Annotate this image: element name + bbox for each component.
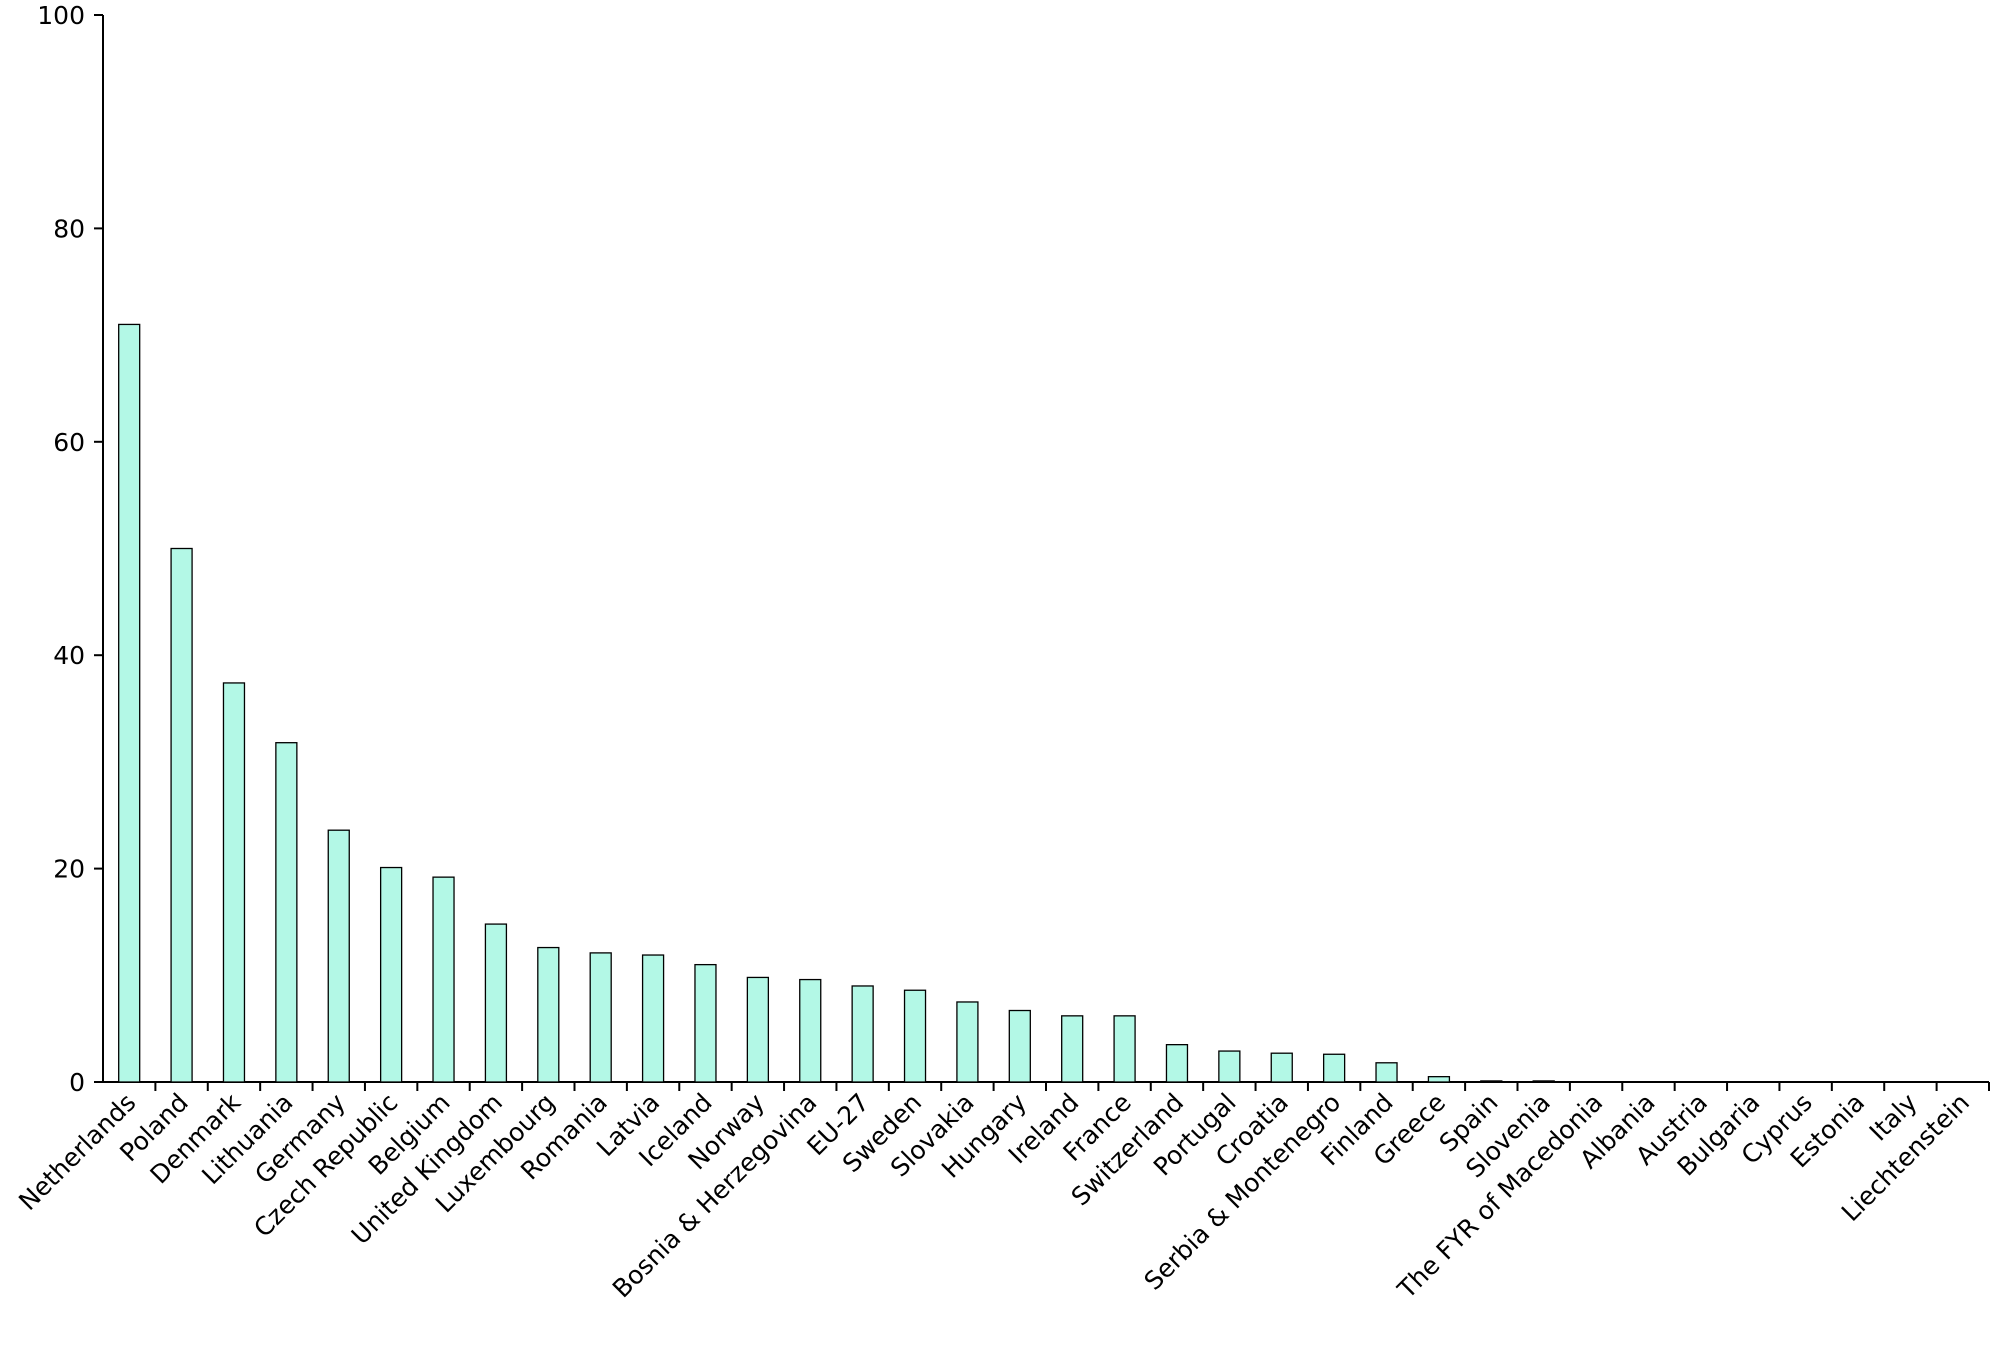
bar <box>641 954 665 1083</box>
bar <box>1532 1080 1555 1083</box>
y-tick-label: 80 <box>53 214 85 243</box>
bar <box>799 978 822 1083</box>
bar <box>1427 1076 1451 1083</box>
bar <box>275 742 298 1083</box>
bar <box>432 876 455 1083</box>
bar <box>1375 1062 1398 1083</box>
y-tick-label: 0 <box>69 1068 85 1097</box>
bar <box>379 866 403 1083</box>
bar <box>484 923 508 1083</box>
bar <box>537 946 560 1083</box>
bar <box>694 963 717 1083</box>
bar <box>1061 1015 1084 1083</box>
bar <box>1270 1052 1293 1083</box>
y-tick-label: 60 <box>53 428 85 457</box>
bar <box>1165 1044 1189 1083</box>
bar <box>903 989 927 1083</box>
bar <box>327 829 350 1083</box>
y-tick-label: 20 <box>53 855 85 884</box>
y-tick-label: 40 <box>53 641 85 670</box>
bar <box>851 985 874 1083</box>
bar <box>1322 1053 1346 1083</box>
bar <box>222 682 246 1083</box>
bar <box>1218 1050 1241 1083</box>
bar <box>956 1001 979 1083</box>
bar <box>589 952 612 1083</box>
bar <box>746 976 770 1083</box>
y-tick-label: 100 <box>37 1 85 30</box>
bar <box>170 547 193 1083</box>
bar <box>1480 1080 1503 1083</box>
bar <box>1008 1009 1031 1083</box>
bar <box>118 323 141 1083</box>
bar <box>1113 1015 1136 1083</box>
